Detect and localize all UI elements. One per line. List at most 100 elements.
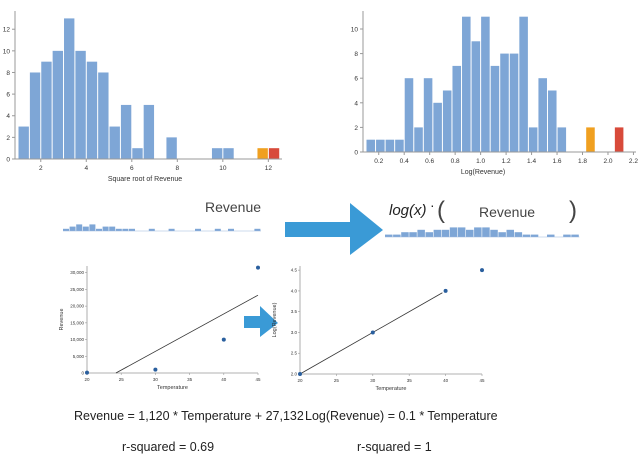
y-tick-label: 4	[6, 113, 10, 120]
mini-histogram-left	[63, 224, 261, 232]
y-tick-label: 8	[6, 70, 10, 77]
histogram-bar	[86, 61, 98, 159]
x-tick-label: 1.2	[502, 158, 511, 165]
mini-histogram-bar	[409, 232, 417, 237]
x-axis-title: Temperature	[157, 385, 188, 391]
log-revenue-histogram: 0 2 4 6 8 10 0.2 0.4 0.6 0.8 1.0 1.2 1.4 1.6 1.8 2.0 2.2…	[351, 11, 638, 176]
mini-histogram-bar	[425, 232, 433, 237]
mini-histogram-bar	[571, 234, 579, 237]
x-tick-label: 8	[175, 165, 179, 172]
mini-histogram-bar	[115, 228, 122, 231]
mini-histogram-bar	[466, 229, 474, 237]
revenue-label-left: Revenue	[205, 199, 261, 215]
y-tick-label: 3.0	[291, 330, 298, 335]
histogram-bar	[385, 139, 395, 152]
histogram-bar	[509, 53, 519, 152]
mini-histogram-bar	[195, 228, 201, 231]
histogram-bar	[557, 127, 567, 152]
x-tick-label: 45	[255, 377, 261, 382]
x-tick-label: 0.4	[400, 158, 409, 165]
histogram-bar	[376, 139, 385, 152]
histogram-bar	[528, 127, 538, 152]
histogram-bar	[614, 127, 624, 152]
histogram-bar	[211, 148, 223, 159]
mini-histogram-bar	[122, 228, 129, 231]
x-axis-title: Temperature	[376, 386, 407, 392]
y-tick-label: 0	[6, 157, 10, 164]
y-tick-label: 4.0	[291, 288, 298, 293]
mini-histogram-right	[385, 227, 580, 238]
formula-strip: Revenue log(x) · ( Revenue )	[63, 197, 580, 255]
histogram-bar	[471, 41, 481, 152]
x-tick-label: 1.4	[527, 158, 536, 165]
mini-histogram-bar	[449, 227, 458, 237]
histogram-bar	[75, 50, 86, 159]
y-tick-label: 2.0	[291, 372, 298, 377]
histogram-bar	[481, 16, 490, 153]
dot-separator: ·	[430, 197, 435, 213]
mini-histogram-bar	[76, 224, 83, 231]
mini-histogram-bar	[102, 226, 109, 231]
x-tick-label: 0.2	[374, 158, 383, 165]
histogram-bar	[166, 137, 177, 159]
mini-histogram-bar	[148, 228, 155, 231]
mini-histogram-bar	[530, 234, 539, 237]
histogram-bar	[98, 72, 109, 159]
open-paren: (	[437, 197, 445, 224]
mini-histogram-bar	[385, 234, 393, 237]
x-tick-label: 20	[84, 377, 90, 382]
y-tick-label: 2.5	[291, 351, 298, 356]
x-tick-label: 1.0	[476, 158, 485, 165]
histogram-bar	[64, 18, 75, 159]
y-tick-label: 10,000	[70, 337, 84, 342]
histogram-bar	[366, 139, 376, 152]
histogram-bar	[538, 78, 547, 152]
x-tick-label: 40	[443, 378, 449, 383]
revenue-scatter-plot: 0 5,000 10,000 15,000 20,000 25,000 30,000 20 25…	[59, 265, 261, 391]
data-point	[370, 330, 375, 335]
histogram-bar	[414, 127, 423, 152]
histogram-bar	[586, 127, 595, 152]
y-tick-label: 8	[354, 51, 358, 58]
y-tick-label: 30,000	[70, 270, 84, 275]
data-point	[443, 288, 448, 293]
small-arrow-shape	[244, 306, 278, 337]
x-tick-label: 25	[334, 378, 340, 383]
mini-histogram-bar	[514, 232, 523, 237]
histogram-bar	[395, 139, 404, 152]
log-function-label: log(x)	[389, 202, 427, 219]
x-tick-label: 1.6	[553, 158, 562, 165]
mini-histogram-bar	[441, 229, 450, 237]
data-point	[221, 337, 226, 342]
x-tick-label: 10	[219, 165, 227, 172]
x-tick-label: 4	[84, 165, 88, 172]
histogram-bar	[547, 90, 557, 152]
x-tick-label: 20	[297, 378, 303, 383]
histogram-bar	[52, 50, 64, 159]
histogram-bar	[18, 126, 29, 159]
mini-histogram-bar	[490, 229, 498, 237]
x-tick-label: 30	[370, 378, 376, 383]
mini-histogram-bar	[96, 228, 102, 231]
mini-histogram-bar	[482, 227, 490, 237]
mini-histogram-bar	[401, 232, 409, 237]
data-point	[298, 372, 302, 376]
y-tick-label: 3.5	[291, 309, 298, 314]
x-tick-label: 30	[153, 377, 159, 382]
mini-histogram-bar	[433, 229, 442, 237]
big-arrow-shape	[285, 203, 383, 255]
x-tick-label: 40	[221, 377, 227, 382]
y-tick-label: 10	[351, 26, 359, 33]
y-axis-title: Revenue	[59, 308, 65, 330]
y-tick-label: 20,000	[70, 304, 84, 309]
big-arrow	[285, 203, 383, 255]
histogram-bar	[268, 148, 280, 159]
x-tick-label: 35	[187, 377, 193, 382]
x-axis-title: Square root of Revenue	[108, 176, 182, 183]
histogram-bar	[109, 126, 120, 159]
data-point	[256, 265, 260, 270]
y-tick-label: 15,000	[70, 320, 84, 325]
mini-histogram-bar	[506, 229, 514, 237]
x-tick-label: 6	[130, 165, 134, 172]
